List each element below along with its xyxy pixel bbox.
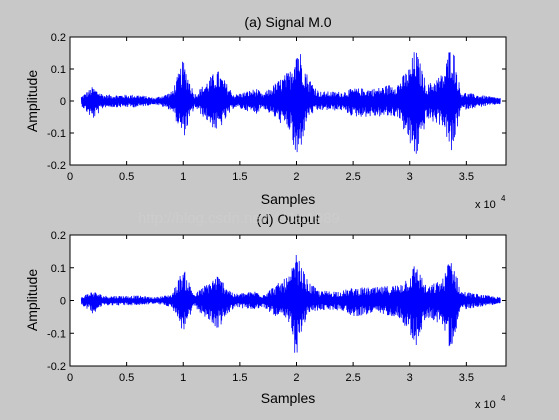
y-tick-label: 0 xyxy=(60,96,66,108)
x-tick-label: 1.5 xyxy=(232,171,247,183)
chart-title: (d) Output xyxy=(256,211,319,227)
x-multiplier: x 10 xyxy=(475,399,496,411)
y-tick-label: -0.1 xyxy=(47,128,66,140)
x-tick-label: 3.5 xyxy=(459,171,474,183)
y-tick-label: -0.1 xyxy=(47,328,66,340)
x-tick-label: 0 xyxy=(67,171,73,183)
x-tick-label: 2.5 xyxy=(345,372,360,384)
subplot-bottom: 0 0.5 1 1.5 2 2.5 3 3.5 0.2 0.1 0 -0.1 -0.2 (d) Outp… xyxy=(24,211,507,411)
x-tick-label: 1 xyxy=(180,171,186,183)
y-axis-label: Amplitude xyxy=(24,269,40,331)
y-axis-label: Amplitude xyxy=(24,70,40,132)
x-tick-label: 0 xyxy=(67,372,73,384)
y-tick-label: 0.1 xyxy=(51,64,66,76)
y-tick-label: 0.2 xyxy=(51,32,66,44)
x-multiplier: x 10 xyxy=(475,199,496,211)
x-tick-label: 3.5 xyxy=(459,372,474,384)
signal-line xyxy=(80,254,501,353)
y-tick-label: 0 xyxy=(60,296,66,308)
x-tick-label: 0.5 xyxy=(119,372,134,384)
x-tick-label: 0.5 xyxy=(119,171,134,183)
signal-line xyxy=(80,52,501,154)
y-tick-label: -0.2 xyxy=(47,160,66,172)
ticks: 0 0.5 1 1.5 2 2.5 3 3.5 0.2 0.1 0 -0.1 -0.2 xyxy=(47,230,506,384)
x-tick-label: 3 xyxy=(407,171,413,183)
x-multiplier-exponent: 4 xyxy=(501,394,506,403)
x-tick-label: 3 xyxy=(407,372,413,384)
x-tick-label: 1 xyxy=(180,372,186,384)
chart-title: (a) Signal M.0 xyxy=(244,14,331,30)
x-tick-label: 2.5 xyxy=(345,171,360,183)
signal-trace xyxy=(80,254,501,353)
x-multiplier-exponent: 4 xyxy=(501,194,506,203)
y-tick-label: -0.2 xyxy=(47,361,66,373)
signal-trace xyxy=(80,52,501,154)
x-axis-label: Samples xyxy=(261,191,315,207)
ticks: 0 0.5 1 1.5 2 2.5 3 3.5 0.2 0.1 0 -0.1 -0.2 xyxy=(47,32,506,183)
watermark: http://blog.csdn.net/YJJat1989 xyxy=(138,210,340,227)
subplot-top: 0 0.5 1 1.5 2 2.5 3 3.5 0.2 0.1 0 -0.1 -0.2 (a) Sign… xyxy=(24,14,507,211)
y-tick-label: 0.1 xyxy=(51,263,66,275)
x-tick-label: 1.5 xyxy=(232,372,247,384)
y-tick-label: 0.2 xyxy=(51,230,66,242)
x-axis-label: Samples xyxy=(261,390,315,406)
x-tick-label: 2 xyxy=(293,171,299,183)
x-tick-label: 2 xyxy=(293,372,299,384)
